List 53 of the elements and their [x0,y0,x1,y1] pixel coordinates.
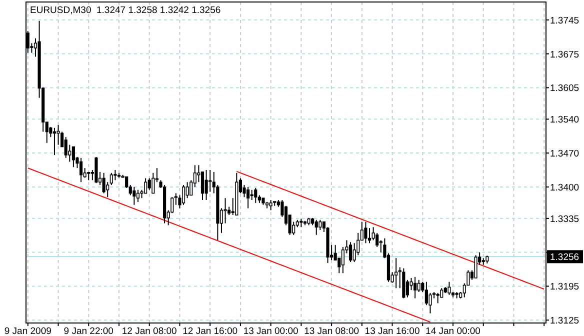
y-tick-label: 1.3195 [550,282,580,293]
x-tick-label: 12 Jan 16:00 [182,326,238,336]
line-series [236,170,545,290]
candlestick [132,186,136,206]
candlestick [250,189,254,201]
x-tick-label: 13 Jan 16:00 [364,326,420,336]
y-tick-label: 1.3675 [550,49,580,60]
x-tick-label: 13 Jan 00:00 [243,326,298,336]
candlestick [364,221,368,244]
candlestick [200,171,204,201]
y-tick-label: 1.3335 [550,214,580,225]
candlestick [246,186,250,209]
x-tick-label: 12 Jan 08:00 [122,326,177,336]
candlestick [136,189,140,202]
candlestick [148,178,151,190]
candlestick [348,242,352,262]
candlestick [414,276,417,299]
x-tick-label: 9 Jan 2009 [4,326,52,336]
candlestick [448,281,451,296]
candlestick [72,146,75,168]
candlestick [182,184,186,206]
candlestick [64,136,68,158]
candlestick [318,219,322,231]
y-tick-label: 1.3125 [550,316,580,327]
chart-title: EURUSD,M30 1.3247 1.3258 1.3242 1.3256 [30,5,221,16]
x-tick-label: 9 Jan 22:00 [64,326,114,336]
candlestick [80,157,83,183]
candlestick [102,172,106,194]
candlestick [152,172,155,194]
candlestick [204,170,208,201]
x-tick-label: 14 Jan 00:00 [426,326,480,336]
candlestick [436,292,440,304]
candlestick [474,254,478,278]
line-series [27,168,431,323]
candlestick [110,172,113,186]
candlestick [254,187,258,204]
candlestick [106,182,110,198]
x-tick-label: 13 Jan 08:00 [304,326,360,336]
candlestick [314,219,318,236]
ref-line-label: 1.3256 [550,252,580,264]
y-tick-label: 1.3745 [550,15,580,26]
y-tick-label: 1.3605 [550,83,580,94]
y-tick-label: 1.3540 [550,114,580,126]
candlestick [114,170,117,181]
y-tick-label: 1.3470 [550,148,580,160]
candlestick [417,279,420,293]
candlestick [208,170,212,192]
candlestick [368,228,372,244]
candlestick [52,127,56,156]
candlestick [144,178,148,194]
candlestick [394,258,398,289]
candlestick [269,200,272,211]
y-tick-label: 1.3400 [550,182,580,194]
